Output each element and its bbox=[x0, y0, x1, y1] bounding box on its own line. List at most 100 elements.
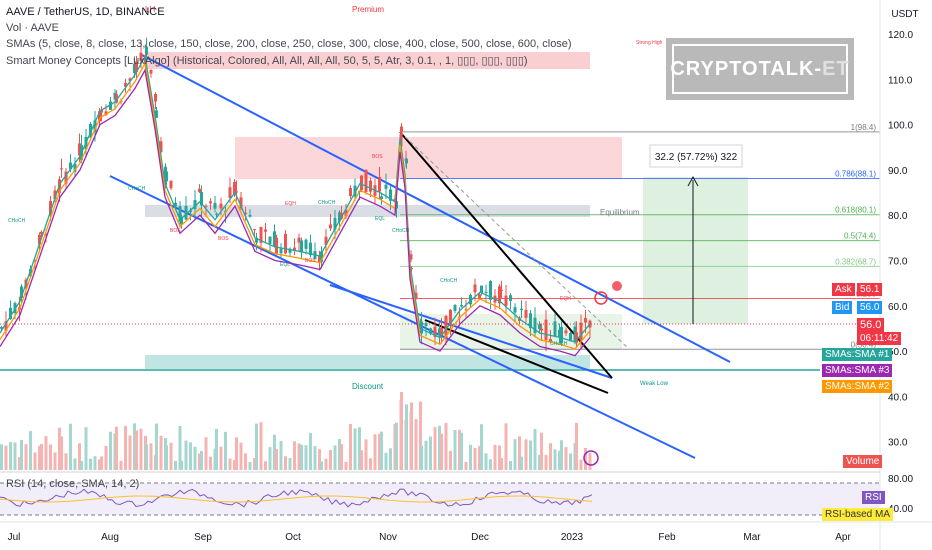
candle-body bbox=[504, 295, 508, 306]
candle-body bbox=[98, 111, 101, 122]
volume-bar bbox=[165, 445, 168, 470]
candle-body bbox=[540, 328, 543, 331]
candle-body bbox=[400, 126, 403, 133]
fib-label: 1(98.4) bbox=[851, 123, 877, 132]
volume-bar bbox=[33, 452, 37, 470]
candle-body bbox=[318, 255, 321, 263]
candle-body bbox=[405, 158, 408, 164]
candle-body bbox=[9, 307, 12, 320]
candle-body bbox=[304, 239, 308, 249]
smc-choch-label: CHoCH bbox=[440, 278, 458, 284]
fib-label: 0.618(80.1) bbox=[835, 206, 876, 215]
candle-body bbox=[429, 328, 432, 334]
candle-body bbox=[360, 175, 363, 191]
price-axis-unit: USDT bbox=[891, 9, 918, 20]
candle-body bbox=[520, 308, 523, 311]
candle-body bbox=[165, 171, 168, 182]
volume-bar bbox=[333, 445, 337, 470]
smc-choch-label: CHoCH bbox=[318, 200, 336, 206]
volume-legend: Vol · AAVE bbox=[6, 22, 59, 34]
equilibrium-label: Equilibrium bbox=[600, 208, 640, 217]
candle-body bbox=[255, 237, 258, 243]
candle-body bbox=[538, 324, 541, 329]
lh-label: LH bbox=[145, 5, 155, 14]
candle-body bbox=[29, 269, 32, 277]
bid-tag-value: 56.0 bbox=[857, 301, 883, 314]
volume-bar bbox=[209, 456, 212, 470]
candle-body bbox=[149, 69, 153, 74]
candle-body bbox=[344, 209, 348, 217]
volume-bar bbox=[288, 457, 292, 470]
volume-bar bbox=[349, 424, 352, 470]
candle-body bbox=[233, 181, 236, 195]
candle-body bbox=[135, 61, 138, 73]
volume-bar bbox=[145, 444, 148, 470]
candle-body bbox=[268, 236, 272, 244]
volume-bar bbox=[119, 460, 123, 470]
smc-eqh-label: EQH bbox=[560, 296, 571, 302]
candle-body bbox=[154, 94, 157, 102]
strong-high-label: Strong High bbox=[636, 40, 663, 46]
smc-bos-label: BOS bbox=[218, 236, 229, 242]
equilibrium-zone bbox=[145, 205, 590, 217]
smc-choch-label: CHoCH bbox=[550, 341, 568, 347]
volume-bar bbox=[373, 434, 377, 470]
volume-bar bbox=[29, 431, 32, 470]
volume-bar bbox=[533, 429, 537, 470]
sma1-line bbox=[0, 54, 591, 343]
candle-body bbox=[253, 229, 256, 231]
volume-bar bbox=[529, 440, 532, 470]
volume-bar bbox=[178, 425, 182, 470]
volume-bar bbox=[480, 424, 483, 470]
candle-body bbox=[473, 284, 477, 293]
volume-bar bbox=[440, 433, 443, 470]
volume-bar bbox=[300, 444, 303, 470]
question-icon bbox=[612, 281, 622, 291]
sma3-tag: SMAs:SMA #3 bbox=[822, 364, 893, 377]
candle-body bbox=[38, 235, 41, 245]
candle-body bbox=[248, 214, 252, 217]
candle-body bbox=[69, 162, 72, 170]
volume-bar bbox=[38, 445, 41, 470]
volume-bar bbox=[324, 458, 328, 470]
volume-bar bbox=[538, 455, 541, 470]
volume-bar bbox=[228, 458, 232, 470]
candle-body bbox=[189, 210, 192, 213]
candle-body bbox=[215, 213, 218, 215]
time-tick-label: Feb bbox=[658, 532, 676, 543]
candle-body bbox=[204, 205, 208, 207]
volume-bar bbox=[414, 419, 418, 470]
candle-body bbox=[293, 247, 296, 250]
sma-legend: SMAs (5, close, 8, close, 13, close, 150… bbox=[6, 38, 572, 50]
volume-bar bbox=[364, 439, 368, 470]
volume-bar bbox=[584, 448, 587, 470]
lightning-icon bbox=[583, 450, 599, 466]
smc-choch-label: CHoCH bbox=[8, 218, 26, 224]
rsi-tick-label: 40.00 bbox=[888, 504, 913, 515]
candle-body bbox=[333, 217, 337, 230]
volume-bar bbox=[569, 453, 572, 470]
candle-body bbox=[228, 187, 232, 198]
candle-body bbox=[284, 233, 287, 254]
fib-label: 0.786(88.1) bbox=[835, 170, 876, 179]
volume-bar bbox=[469, 444, 472, 470]
volume-bar bbox=[358, 427, 361, 470]
volume-bar bbox=[244, 453, 247, 470]
volume-bar bbox=[255, 423, 258, 470]
candle-body bbox=[198, 188, 201, 193]
wedge-lower bbox=[424, 319, 609, 394]
volume-bar bbox=[329, 449, 332, 470]
ask-tag-value: 56.1 bbox=[857, 283, 883, 296]
candle-body bbox=[273, 231, 276, 247]
candle-body bbox=[178, 206, 182, 222]
candle-body bbox=[139, 52, 143, 62]
candle-body bbox=[410, 268, 413, 270]
volume-bar bbox=[464, 461, 468, 470]
candle-body bbox=[0, 327, 3, 329]
volume-bar bbox=[513, 439, 517, 470]
candle-body bbox=[193, 200, 197, 210]
candle-body bbox=[93, 120, 97, 133]
candle-body bbox=[184, 205, 188, 220]
volume-bar bbox=[64, 453, 68, 470]
volume-bar bbox=[405, 404, 408, 470]
